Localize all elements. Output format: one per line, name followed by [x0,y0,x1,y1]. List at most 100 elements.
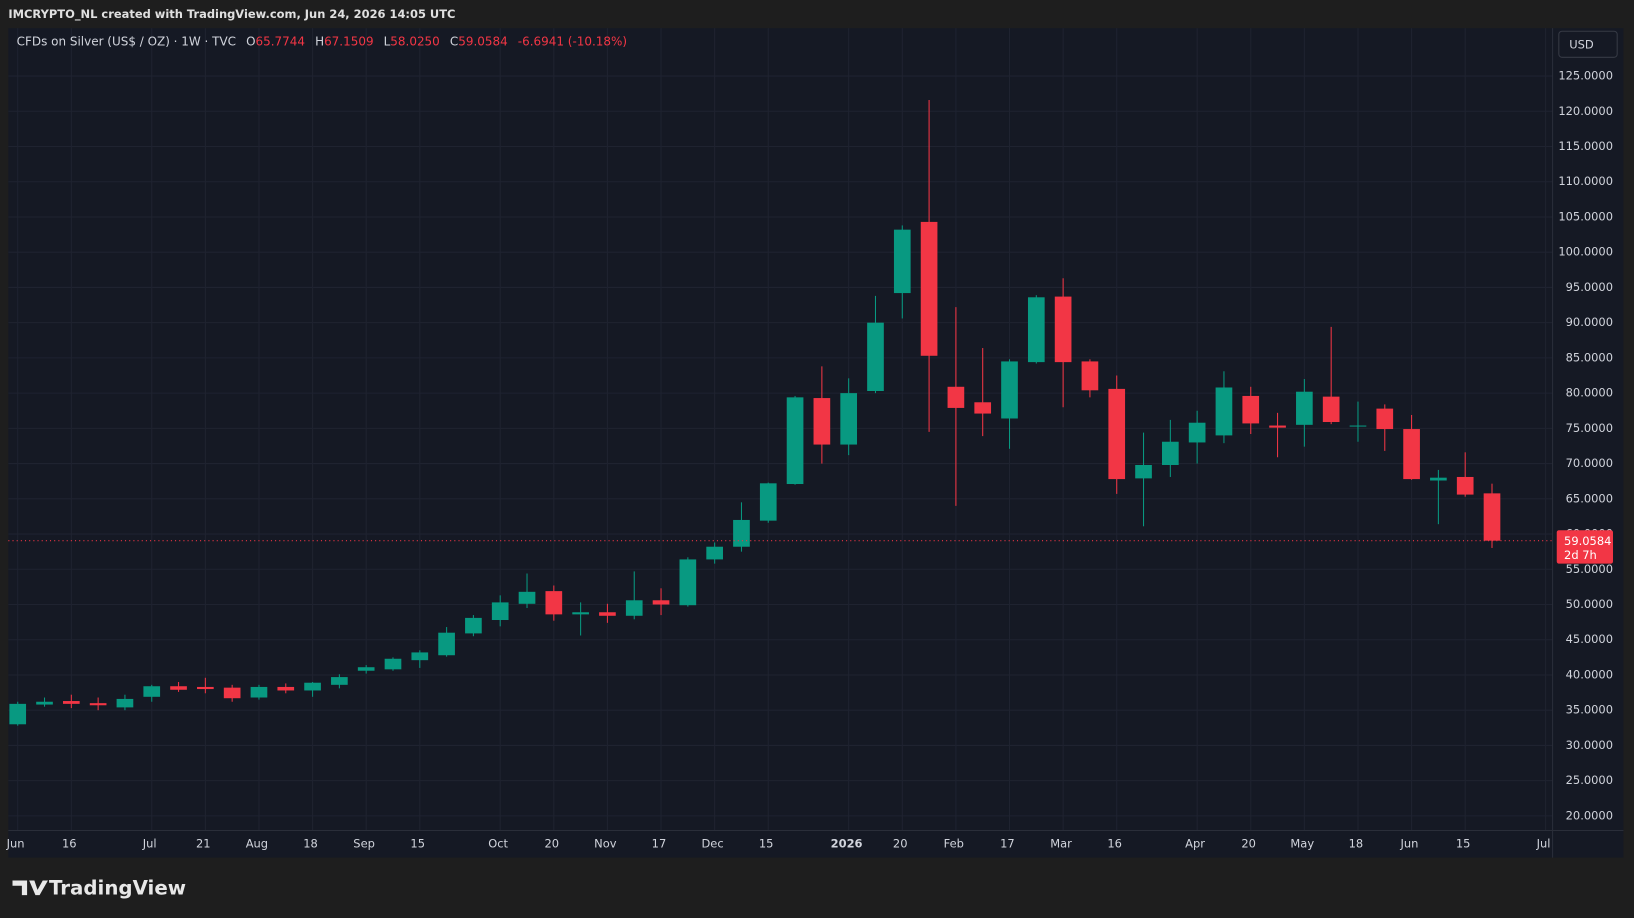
h-value: 67.1509 [324,34,374,48]
candle-body [545,591,563,615]
y-tick-label: 55.0000 [1566,562,1613,576]
candle-body [491,602,509,621]
candle-body [1027,297,1045,363]
caption: IMCRYPTO_NL created with TradingView.com… [8,7,455,22]
currency-label[interactable]: USD [1569,37,1594,51]
candle-body [143,686,161,697]
x-tick-label: 18 [303,837,318,851]
candle-body [1403,429,1420,480]
candle-body [1376,408,1394,430]
candle-body [357,667,375,671]
candle-body [974,402,992,414]
candle-body [1430,477,1447,481]
candle-body [1322,396,1340,423]
candle-body [867,322,884,392]
candle-body [1162,441,1179,465]
candle-body [1081,361,1099,391]
candle-body [1456,476,1474,495]
candle-body [1135,464,1152,479]
candle-body [893,229,911,294]
candle-body [1483,493,1501,541]
x-tick-label: 15 [759,837,774,851]
x-tick-label: Feb [944,837,964,851]
currency-button[interactable] [1558,30,1618,58]
x-tick-label: 16 [62,837,77,851]
candle-body [438,632,455,656]
candle-body [250,686,268,698]
y-tick-label: 120.0000 [1558,104,1613,118]
y-tick-label: 20.0000 [1566,808,1613,822]
price-tag-countdown: 2d 7h [1564,548,1597,562]
candle-body [331,677,348,685]
candle-body [170,686,187,690]
x-tick-label: 21 [196,837,211,851]
candle-body [759,483,777,521]
candle-body [679,559,697,606]
y-tick-label: 95.0000 [1566,280,1613,294]
x-tick-label: Oct [488,837,508,851]
y-tick-label: 115.0000 [1558,139,1613,153]
y-tick-label: 35.0000 [1566,703,1613,717]
candle-body [1108,388,1126,480]
candle-body [89,703,107,706]
candle-body [733,519,750,547]
x-tick-label: Jun [1400,837,1419,851]
candle-body [116,698,134,708]
candle-body [625,600,643,616]
y-tick-label: 45.0000 [1566,632,1613,646]
candle-body [572,612,589,615]
candle-body [840,393,858,445]
candle-body [1054,296,1072,363]
candle-body [304,682,321,691]
legend: CFDs on Silver (US$ / OZ) · 1W · TVC O65… [17,34,627,48]
candle-body [947,386,965,408]
x-tick-label: Sep [353,837,375,851]
y-tick-label: 90.0000 [1566,315,1613,329]
change: -6.6941 (-10.18%) [518,34,627,48]
candle-body [1001,361,1018,419]
candle-body [1242,395,1260,424]
h-label: H [315,34,324,48]
logo: TradingView [12,876,186,899]
y-tick-label: 125.0000 [1558,69,1613,83]
x-tick-label: 15 [410,837,425,851]
y-tick-label: 110.0000 [1558,174,1613,188]
y-tick-label: 105.0000 [1558,209,1613,223]
candle-body [599,612,616,616]
l-label: L [384,34,391,48]
candle-body [9,703,27,725]
candle-body [411,652,429,661]
x-tick-label: Jul [1536,837,1551,851]
candle-body [1349,425,1367,427]
x-tick-label: 20 [893,837,908,851]
l-value: 58.0250 [390,34,440,48]
x-tick-label: 17 [1000,837,1015,851]
candle-body [62,701,80,704]
y-tick-label: 100.0000 [1558,245,1613,259]
x-tick-label: Mar [1050,837,1072,851]
y-tick-label: 85.0000 [1566,350,1613,364]
candle-body [1188,422,1206,443]
candle-body [465,617,482,634]
y-tick-label: 80.0000 [1566,386,1613,400]
x-tick-label: 20 [1241,837,1256,851]
x-tick-label: Apr [1185,837,1205,851]
x-tick-label: May [1290,837,1314,851]
x-tick-label: Aug [246,837,268,851]
candle-body [1269,425,1286,428]
candle-body [920,221,938,356]
c-value: 59.0584 [458,34,508,48]
candle-body [1215,387,1233,436]
symbol: CFDs on Silver (US$ / OZ) · 1W · TVC [17,34,236,48]
o-label: O [246,34,255,48]
candle-body [36,701,53,705]
price-tag [1556,530,1614,564]
candle-body [786,397,804,485]
y-tick-label: 65.0000 [1566,491,1613,505]
y-tick-label: 75.0000 [1566,421,1613,435]
candle-body [706,546,723,560]
y-tick-label: 50.0000 [1566,597,1613,611]
y-tick-label: 40.0000 [1566,667,1613,681]
price-tag-value: 59.0584 [1564,534,1611,548]
